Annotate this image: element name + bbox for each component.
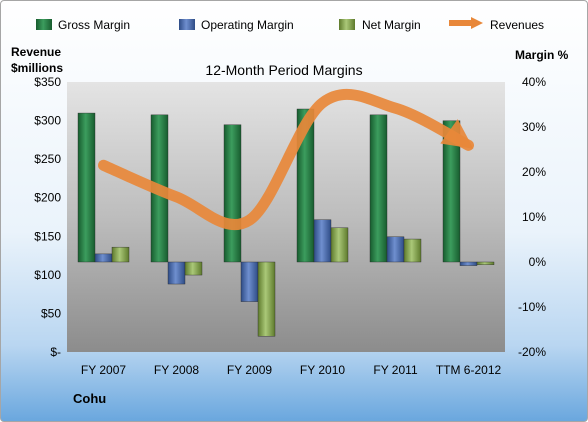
category-label: FY 2010 <box>300 363 345 377</box>
bar-operating-margin <box>167 261 186 285</box>
legend-arrowhead-revenues <box>471 17 483 29</box>
bar-operating-margin <box>313 219 332 263</box>
right-tick-label: 40% <box>522 75 546 89</box>
bar-net-margin <box>184 261 203 276</box>
legend-swatch-net-margin <box>339 19 355 30</box>
left-tick-label: $50 <box>41 306 61 320</box>
bar-gross-margin <box>442 120 461 263</box>
left-tick-label: $350 <box>34 75 61 89</box>
legend: Gross Margin Operating Margin Net Margin… <box>36 17 544 32</box>
bar-operating-margin <box>386 236 405 263</box>
right-tick-label: -20% <box>518 345 546 359</box>
bar-gross-margin <box>223 124 242 263</box>
category-labels: FY 2007 FY 2008 FY 2009 FY 2010 FY 2011 TTM 6… <box>81 363 502 377</box>
legend-label-net-margin: Net Margin <box>362 18 421 32</box>
right-tick-label: 10% <box>522 210 546 224</box>
bar-net-margin <box>476 261 495 265</box>
bar-net-margin <box>111 246 130 263</box>
left-tick-label: $300 <box>34 114 61 128</box>
bar-gross-margin <box>369 114 388 263</box>
left-axis-title-line2: $millions <box>11 61 63 75</box>
right-axis-ticks: -20% -10% 0% 10% 20% 30% 40% <box>518 75 546 359</box>
left-axis-ticks: $- $50 $100 $150 $200 $250 $300 $350 <box>34 75 61 359</box>
right-axis-title: Margin % <box>515 48 569 62</box>
bar-gross-margin <box>296 108 315 263</box>
left-tick-label: $150 <box>34 229 61 243</box>
revenue-line-path <box>98 88 474 231</box>
legend-label-revenues: Revenues <box>490 18 544 32</box>
revenue-line <box>98 88 474 231</box>
right-tick-label: -10% <box>518 300 546 314</box>
bar-net-margin <box>257 261 276 337</box>
left-axis-title-line1: Revenue <box>11 45 61 59</box>
legend-swatch-gross-margin <box>36 19 52 30</box>
bar-operating-margin <box>459 261 478 266</box>
bar-gross-margin <box>77 112 96 263</box>
right-tick-label: 30% <box>522 120 546 134</box>
revenue-arrowhead <box>440 119 474 149</box>
right-tick-label: 20% <box>522 165 546 179</box>
left-tick-label: $- <box>50 345 61 359</box>
category-label: FY 2007 <box>81 363 126 377</box>
left-tick-label: $250 <box>34 152 61 166</box>
category-label: TTM 6-2012 <box>436 363 502 377</box>
legend-swatch-operating-margin <box>179 19 195 30</box>
legend-label-operating-margin: Operating Margin <box>201 18 294 32</box>
bar-net-margin <box>403 238 422 263</box>
left-tick-label: $100 <box>34 268 61 282</box>
company-label: Cohu <box>73 391 106 406</box>
bar-operating-margin <box>94 253 113 263</box>
category-label: FY 2009 <box>227 363 272 377</box>
right-tick-label: 0% <box>529 255 547 269</box>
legend-label-gross-margin: Gross Margin <box>58 18 130 32</box>
bar-operating-margin <box>240 261 259 302</box>
category-label: FY 2011 <box>373 363 418 377</box>
left-tick-label: $200 <box>34 191 61 205</box>
bar-net-margin <box>330 227 349 263</box>
chart-title: 12-Month Period Margins <box>205 62 362 78</box>
category-label: FY 2008 <box>154 363 199 377</box>
